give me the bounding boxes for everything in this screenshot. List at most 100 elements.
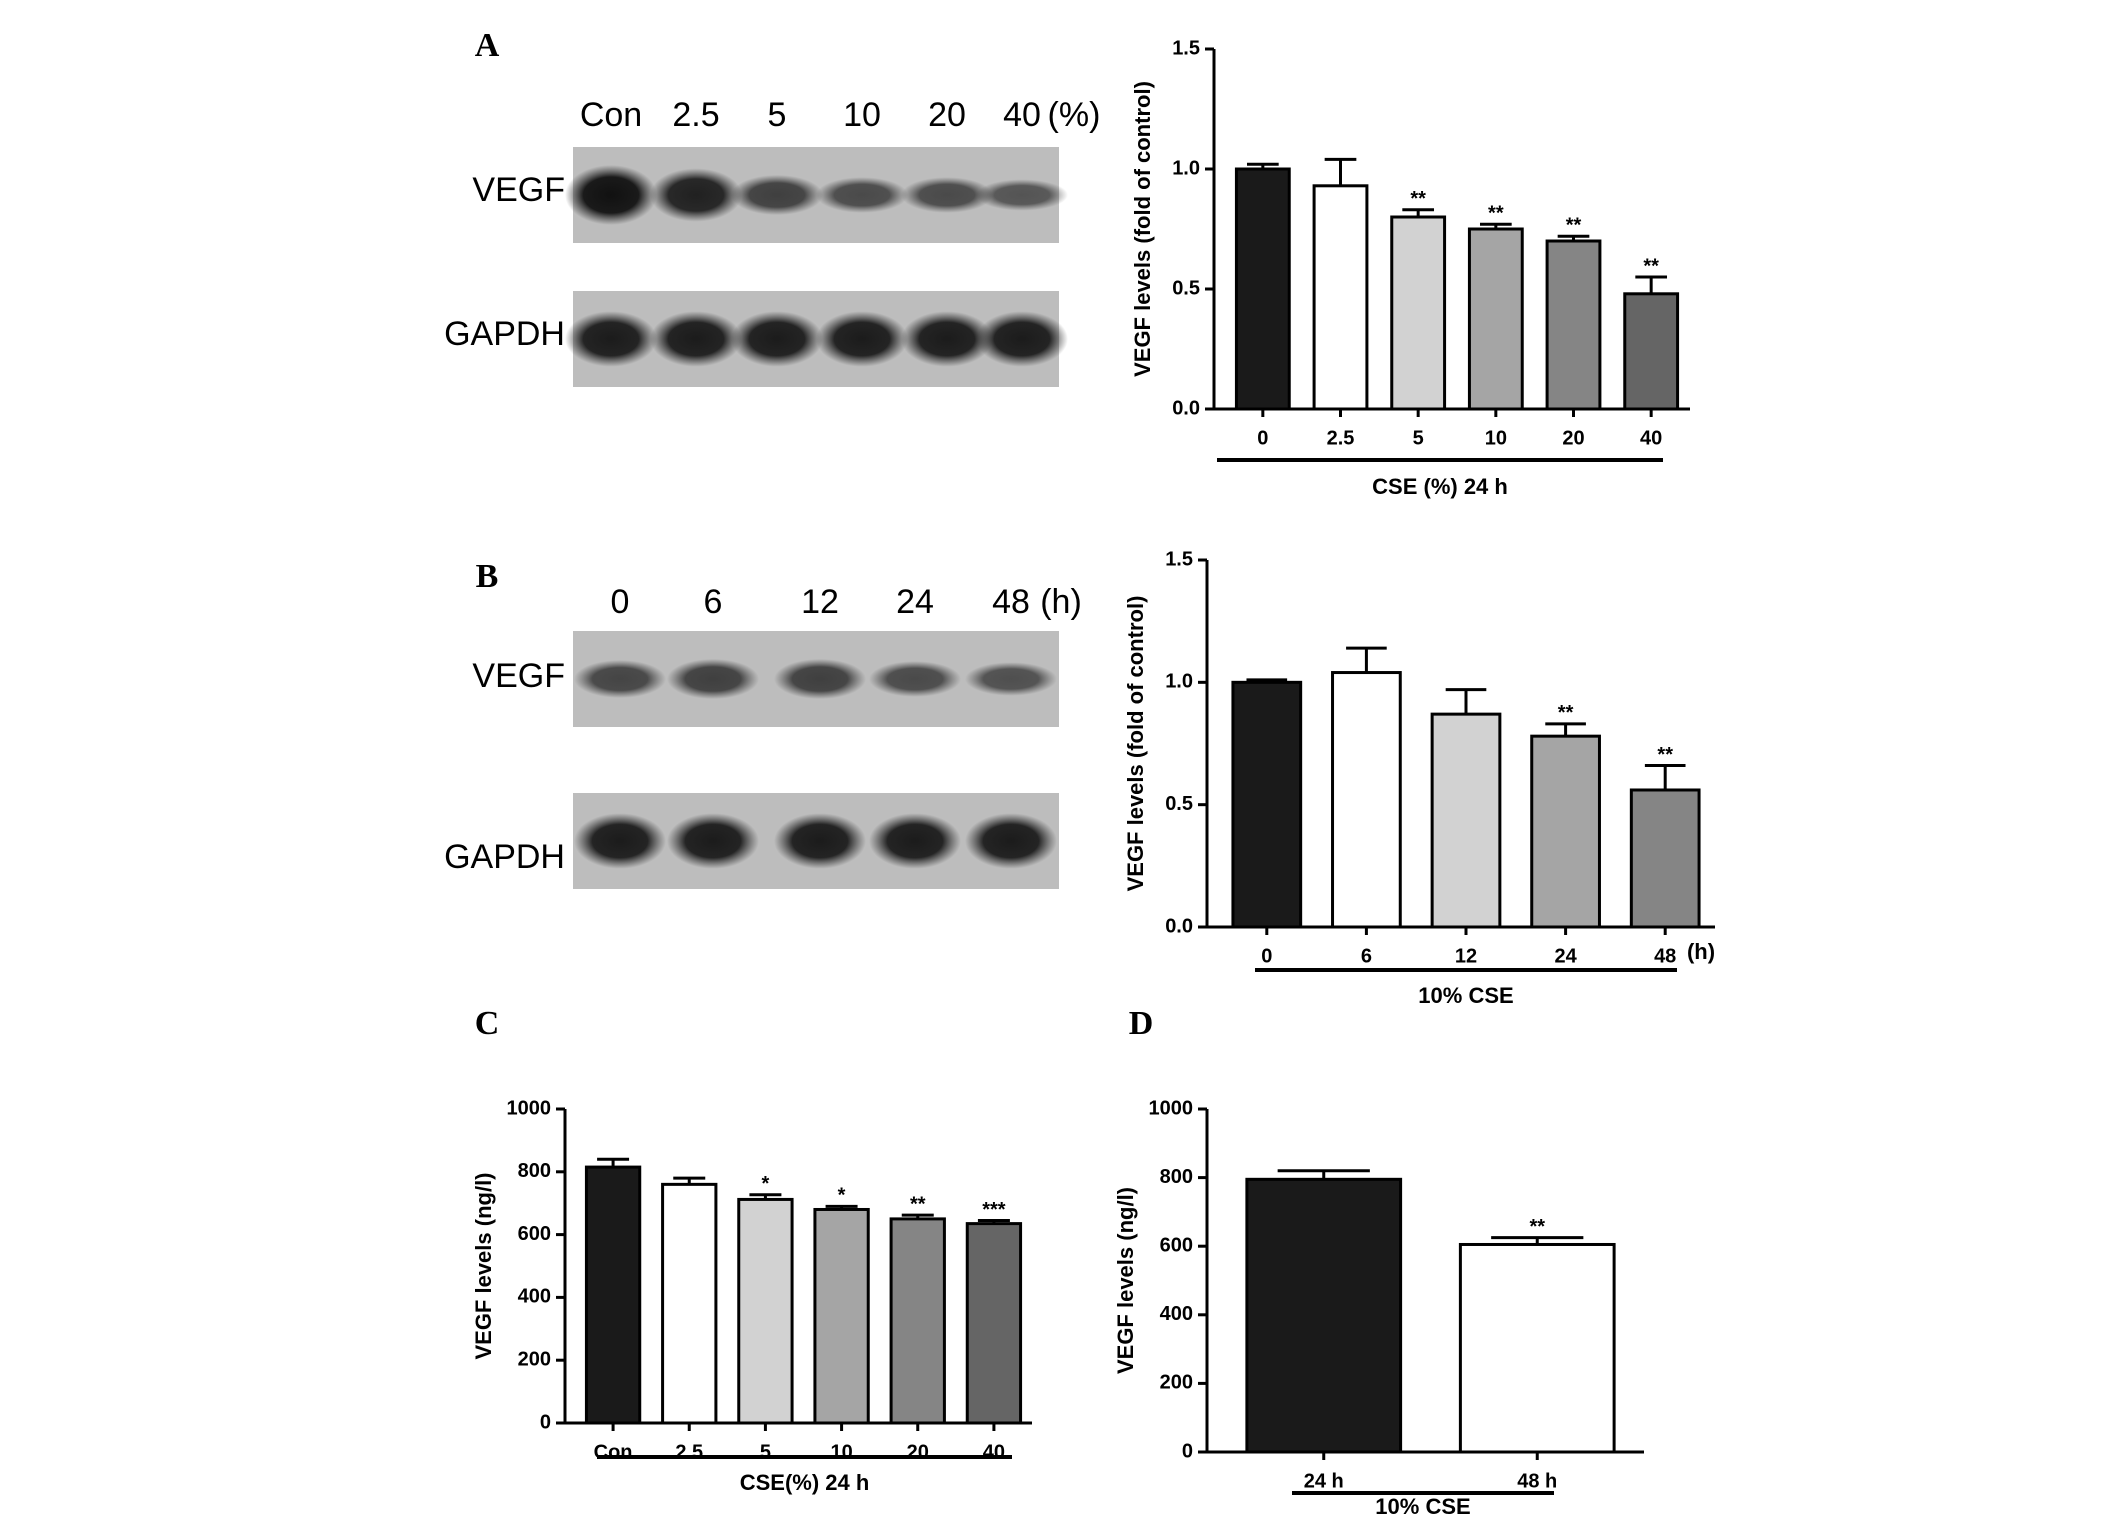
blot-band (976, 179, 1068, 211)
lane-label: 10 (843, 96, 881, 134)
y-axis-label: VEGF levels (ng/l) (1113, 1187, 1138, 1374)
bar (584, 1165, 642, 1425)
x-axis-label: CSE (%) 24 h (1372, 474, 1508, 499)
x-tick-label: 10 (830, 1441, 852, 1463)
lane-label: 6 (704, 583, 723, 621)
significance: ** (1566, 214, 1582, 236)
y-tick-label: 200 (1160, 1372, 1193, 1394)
y-tick-label: 1.0 (1165, 671, 1193, 693)
y-tick-label: 600 (1160, 1234, 1193, 1256)
panel-letter: C (475, 1005, 500, 1042)
blot-band (731, 311, 823, 367)
significance: ** (1529, 1216, 1545, 1238)
y-tick-label: 0 (540, 1411, 551, 1433)
x-tick-label: 24 (1554, 945, 1577, 967)
x-tick-label: 0 (1261, 945, 1272, 967)
y-tick-label: 400 (1160, 1303, 1193, 1325)
y-tick-label: 1.0 (1172, 157, 1200, 179)
lane-label: 0 (611, 583, 630, 621)
blot-band (574, 660, 666, 698)
bar (661, 1182, 718, 1425)
blot-band (965, 813, 1057, 869)
bar (1623, 292, 1680, 411)
x-tick-label: 40 (983, 1441, 1005, 1463)
y-tick-label: 0.5 (1165, 793, 1193, 815)
lane-label: 48 (992, 583, 1030, 621)
x-axis-label: 10% CSE (1418, 983, 1513, 1008)
y-tick-label: 0 (1182, 1440, 1193, 1462)
x-tick-label: Con (594, 1441, 633, 1463)
y-axis-label: VEGF levels (ng/l) (471, 1172, 496, 1359)
significance: *** (982, 1199, 1006, 1221)
blot-band (731, 174, 823, 216)
lane-label: 2.5 (672, 96, 719, 134)
blot-band (667, 813, 759, 869)
bar (1467, 227, 1524, 411)
y-axis-label: VEGF levels (fold of control) (1130, 81, 1155, 377)
bar (1430, 712, 1502, 929)
lane-unit: (h) (1040, 583, 1082, 621)
y-tick-label: 0.0 (1172, 397, 1200, 419)
y-tick-label: 0.5 (1172, 277, 1200, 299)
significance: * (762, 1173, 770, 1195)
lane-label: 40 (1003, 96, 1041, 134)
bar (1312, 184, 1369, 411)
bar (813, 1207, 870, 1425)
blot-band (565, 165, 657, 225)
lane-label: 12 (801, 583, 839, 621)
row-label: VEGF (472, 657, 565, 695)
row-label: GAPDH (444, 315, 565, 353)
lane-label: 24 (896, 583, 934, 621)
bar (1545, 239, 1602, 411)
blot-band (650, 168, 742, 222)
bar (1245, 1177, 1403, 1454)
blot-band (869, 661, 961, 697)
x-tick-label: 5 (1413, 427, 1424, 449)
panel-letter: A (475, 27, 500, 64)
significance: ** (1558, 702, 1574, 724)
significance: * (838, 1185, 846, 1207)
blot-band (976, 311, 1068, 367)
x-tick-label: 48 (1654, 945, 1676, 967)
y-tick-label: 1000 (507, 1097, 552, 1119)
lane-label: Con (580, 96, 642, 134)
x-axis-label: CSE(%) 24 h (740, 1470, 870, 1495)
x-tick-label: 5 (760, 1441, 771, 1463)
blot-band (667, 658, 759, 700)
lane-label: 20 (928, 96, 966, 134)
bar (1530, 734, 1601, 929)
blot-band (901, 311, 993, 367)
bar (737, 1197, 794, 1425)
bar (1234, 167, 1291, 411)
bar (1331, 671, 1402, 929)
blot-band (816, 311, 908, 367)
blot-band (869, 813, 961, 869)
bar (965, 1222, 1023, 1425)
x-tick-label: 6 (1361, 945, 1372, 967)
significance: ** (910, 1193, 926, 1215)
lane-label: 5 (768, 96, 787, 134)
blot-band (901, 177, 993, 213)
x-unit: (h) (1687, 939, 1715, 964)
y-axis-label: VEGF levels (fold of control) (1123, 596, 1148, 892)
x-tick-label: 10 (1485, 427, 1507, 449)
row-label: GAPDH (444, 838, 565, 876)
y-tick-label: 0.0 (1165, 915, 1193, 937)
blot-band (774, 658, 866, 700)
significance: ** (1657, 744, 1673, 766)
bar (1458, 1242, 1616, 1454)
blot-band (574, 813, 666, 869)
x-tick-label: 2.5 (1327, 427, 1355, 449)
blot-band (565, 311, 657, 367)
bar (1629, 788, 1701, 929)
bar (889, 1217, 946, 1425)
x-tick-label: 24 h (1304, 1470, 1344, 1492)
y-tick-label: 800 (1160, 1166, 1193, 1188)
y-tick-label: 1000 (1149, 1097, 1194, 1119)
x-tick-label: 2.5 (675, 1441, 703, 1463)
lane-unit: (%) (1048, 96, 1101, 134)
panel-letter: B (476, 558, 499, 595)
x-tick-label: 0 (1257, 427, 1268, 449)
